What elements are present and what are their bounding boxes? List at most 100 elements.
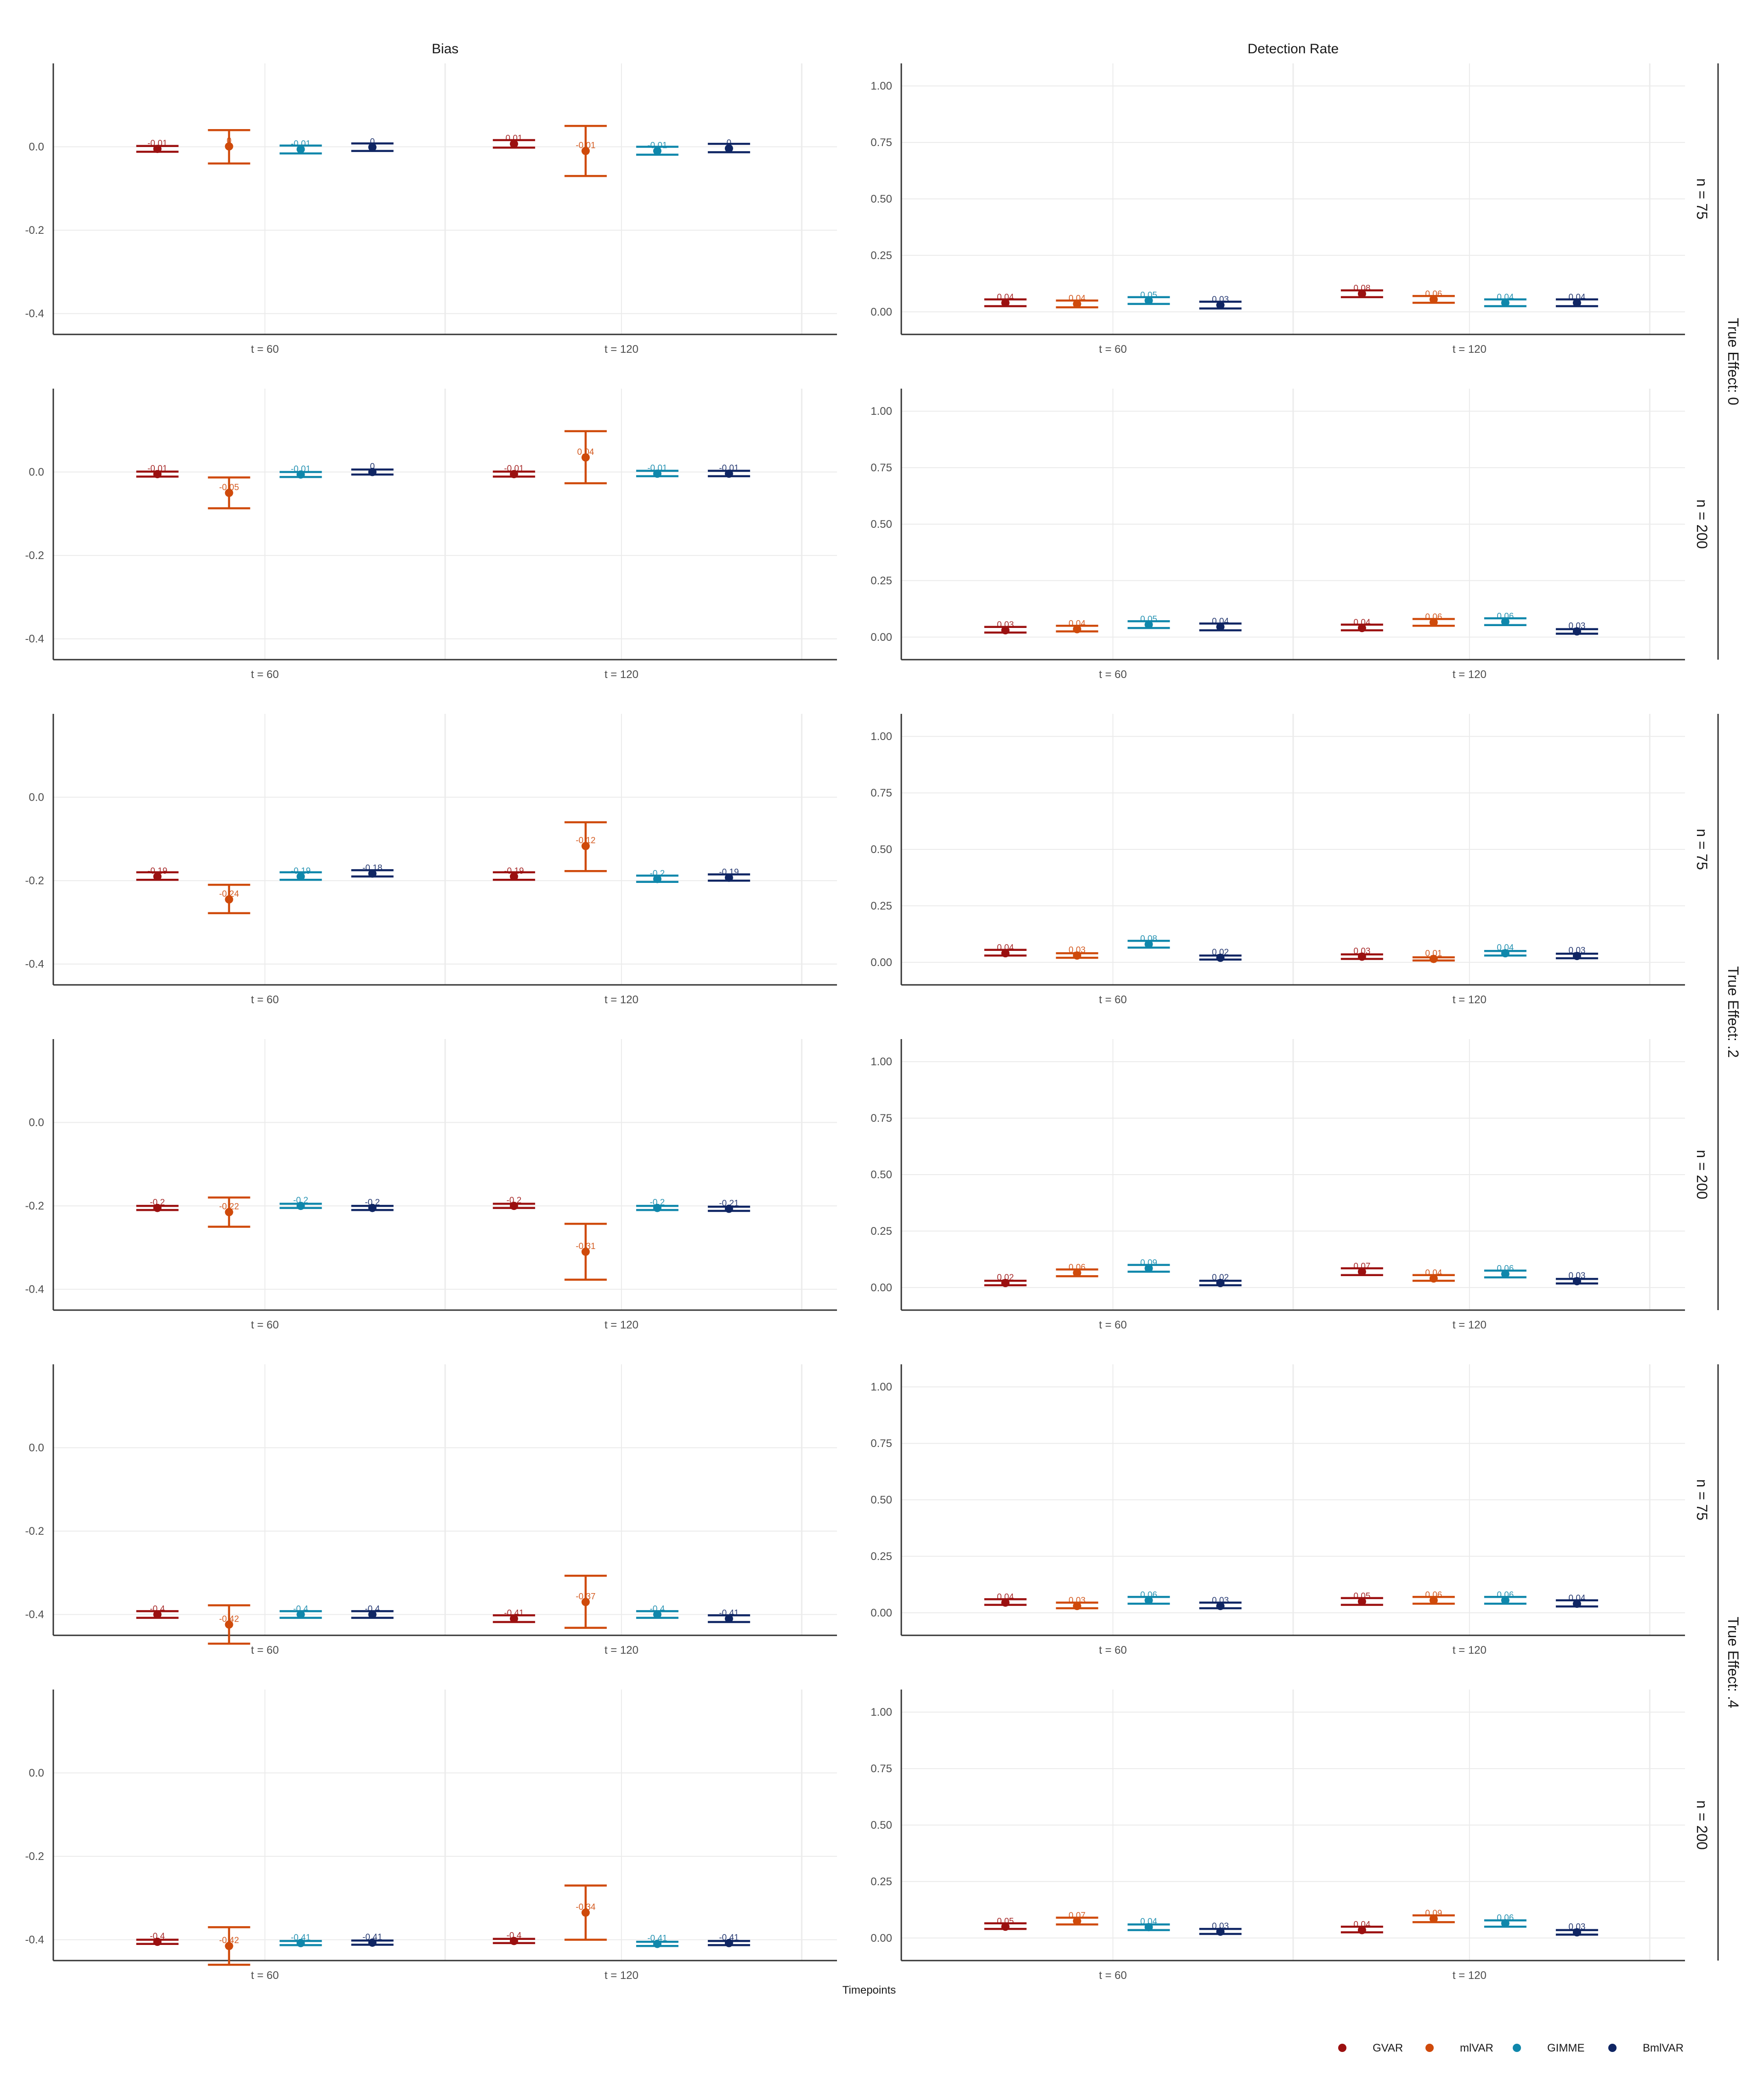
data-label: 0.06 (1425, 289, 1442, 299)
data-label: -0.05 (219, 483, 239, 492)
data-point (653, 147, 662, 155)
data-point (724, 1614, 733, 1623)
legend-label: mlVAR (1460, 2042, 1493, 2054)
data-point (509, 140, 518, 148)
errorbar-gimme: -0.01 (636, 141, 678, 156)
data-label: 0.04 (1425, 1268, 1442, 1278)
data-point (581, 842, 590, 850)
legend-label: GVAR (1373, 2042, 1403, 2054)
errorbar-gvar: 0.05 (984, 1916, 1027, 1931)
x-tick-label: t = 60 (251, 1969, 279, 1982)
data-point (1144, 1596, 1153, 1605)
errorbar-gvar: -0.4 (136, 1932, 179, 1946)
data-point (153, 1204, 162, 1212)
x-tick-label: t = 60 (251, 1319, 279, 1331)
panel-bias-row-1: 0.0 -0.2 -0.4 t = 60 t = 120 -0.01 0 -0.01 0 0.01… (25, 63, 837, 356)
errorbar-gvar: 0.07 (1340, 1261, 1383, 1277)
data-point (1501, 1919, 1510, 1927)
errorbar-mlvar: -0.31 (564, 1222, 607, 1281)
data-label: 0.04 (997, 293, 1014, 302)
errorbar-gimme: -0.01 (636, 463, 678, 478)
data-label: 0.06 (1069, 1263, 1086, 1272)
data-label: -0.41 (291, 1933, 311, 1943)
data-point (296, 872, 305, 881)
errorbar-bmlvar: 0 (351, 137, 394, 152)
data-point (153, 1610, 162, 1619)
errorbar-mlvar: -0.05 (208, 476, 250, 509)
data-point (509, 1937, 518, 1945)
x-tick-label: t = 120 (605, 994, 639, 1006)
errorbar-mlvar: 0.06 (1412, 612, 1455, 627)
data-label: -0.4 (293, 1605, 308, 1614)
data-point (225, 1208, 233, 1216)
y-tick-label: 0.25 (871, 900, 892, 912)
x-tick-label: t = 60 (251, 994, 279, 1006)
data-point (1429, 295, 1438, 304)
data-point (1144, 620, 1153, 629)
strip-row-n-label: n = 75 (1694, 829, 1710, 870)
x-tick-label: t = 120 (1453, 1969, 1487, 1982)
data-point (153, 470, 162, 479)
x-tick-label: t = 60 (1099, 994, 1127, 1006)
data-label: -0.01 (291, 139, 311, 149)
y-tick-label: 0.25 (871, 575, 892, 587)
data-label: -0.19 (147, 866, 167, 876)
x-tick-label: t = 60 (1099, 343, 1127, 356)
errorbar-mlvar: -0.22 (208, 1196, 250, 1228)
panel-detection-row-3: 1.00 0.75 0.50 0.25 0.00 t = 60 t = 120 0.04 0.0… (871, 714, 1685, 1006)
data-point (1572, 1600, 1581, 1608)
data-point (1001, 1598, 1010, 1607)
data-point (1572, 627, 1581, 636)
y-tick-label: 0.0 (29, 141, 44, 153)
data-point (509, 470, 518, 479)
errorbar-mlvar: 0.09 (1412, 1909, 1455, 1923)
legend-swatch (1608, 2044, 1617, 2052)
errorbar-gimme: -0.41 (636, 1934, 678, 1948)
strip-row-n-label: n = 75 (1694, 1479, 1710, 1520)
errorbar-gvar: 0.04 (1340, 618, 1383, 633)
data-label: -0.01 (647, 463, 667, 473)
x-tick-label: t = 120 (605, 1644, 639, 1656)
data-point (1001, 626, 1010, 635)
errorbar-gimme: -0.41 (279, 1933, 322, 1947)
data-label: 0.05 (1140, 615, 1157, 624)
data-point (1144, 1923, 1153, 1932)
data-point (581, 1598, 590, 1606)
x-tick-label: t = 120 (1453, 668, 1487, 681)
data-point (1501, 299, 1510, 307)
data-point (1501, 1596, 1510, 1605)
data-label: 0.03 (997, 620, 1014, 630)
errorbar-mlvar: -0.24 (208, 883, 250, 915)
data-label: -0.34 (576, 1903, 596, 1912)
errorbar-mlvar: -0.42 (208, 1926, 250, 1966)
errorbar-gimme: -0.4 (636, 1605, 678, 1619)
data-label: 0.06 (1497, 611, 1514, 621)
x-tick-label: t = 120 (1453, 1644, 1487, 1656)
panel-bias-row-3: 0.0 -0.2 -0.4 t = 60 t = 120 -0.19 -0.24 -0.19 -… (25, 714, 837, 1006)
y-tick-label: 1.00 (871, 405, 892, 418)
data-label: -0.19 (719, 868, 739, 877)
data-label: 0.06 (1497, 1590, 1514, 1600)
legend-item-gvar: GVAR (1338, 2042, 1403, 2054)
data-label: 0.04 (997, 943, 1014, 953)
legend-item-bmlvar: BmlVAR (1608, 2042, 1684, 2054)
errorbar-bmlvar: 0.04 (1199, 617, 1242, 632)
data-label: -0.41 (719, 1933, 739, 1943)
data-point (368, 869, 377, 878)
errorbar-bmlvar: 0.03 (1199, 1596, 1242, 1611)
errorbar-mlvar: -0.01 (564, 124, 607, 177)
y-tick-label: 0.0 (29, 1767, 44, 1780)
errorbar-gvar: -0.01 (136, 464, 179, 479)
errorbar-gvar: 0.04 (984, 1593, 1027, 1607)
x-tick-label: t = 60 (1099, 1319, 1127, 1331)
data-label: 0.05 (997, 1916, 1014, 1926)
y-tick-label: 0.50 (871, 843, 892, 856)
errorbar-mlvar: 0.04 (1056, 294, 1098, 309)
data-label: 0.04 (1069, 294, 1086, 304)
data-point (509, 872, 518, 881)
data-label: -0.22 (219, 1202, 239, 1212)
errorbar-mlvar: 0.03 (1056, 1596, 1098, 1611)
data-label: -0.2 (650, 869, 665, 878)
data-label: 0.04 (1497, 293, 1514, 302)
data-label: -0.42 (219, 1936, 239, 1945)
